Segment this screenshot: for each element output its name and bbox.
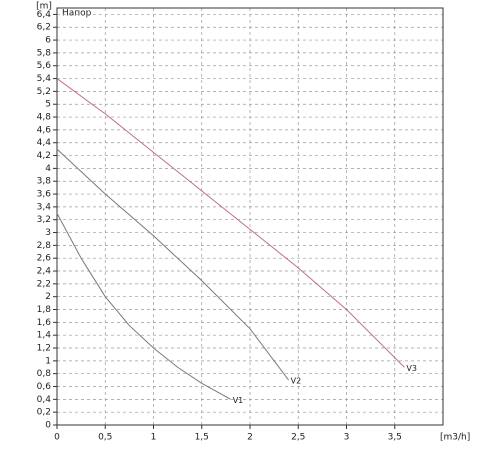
y-tick-label: 5,4 <box>37 74 52 84</box>
legend-label: V3 <box>406 364 417 373</box>
y-tick-label: 0,8 <box>37 369 52 379</box>
plot-frame <box>56 7 444 426</box>
y-tick-label: 6,2 <box>37 23 51 33</box>
curve <box>56 148 289 381</box>
y-tick-label: 3,6 <box>37 190 52 200</box>
x-tick-label: 3,5 <box>388 433 402 443</box>
y-tick-label: 5,8 <box>37 48 52 58</box>
y-tick-label: 3,2 <box>37 215 51 225</box>
y-tick-label: 4,4 <box>37 138 52 148</box>
legend-label: V1 <box>233 396 244 405</box>
legend-label: V2 <box>291 377 302 386</box>
y-tick-label: 4,8 <box>37 113 52 123</box>
y-tick-label: 0,4 <box>37 395 52 405</box>
y-tick-label: 2,2 <box>37 279 51 289</box>
y-tick-label: 5,6 <box>37 61 52 71</box>
x-tick-label: 3 <box>344 433 350 443</box>
y-tick-label: 2,6 <box>37 254 52 264</box>
y-axis-label: [m] <box>36 2 52 12</box>
y-tick-label: 0,2 <box>37 408 51 418</box>
y-tick-label: 6 <box>45 36 51 46</box>
y-tick-label: 2 <box>45 292 51 302</box>
x-tick-label: 2 <box>247 433 253 443</box>
y-tick-label: 4 <box>45 164 51 174</box>
x-tick-label: 0,5 <box>98 433 112 443</box>
x-tick-label: 2,5 <box>291 433 305 443</box>
y-tick-label: 1,4 <box>37 331 52 341</box>
x-axis-label: [m3/h] <box>440 433 470 443</box>
y-tick-label: 4,2 <box>37 151 51 161</box>
y-tick-label: 1 <box>45 356 51 366</box>
y-tick-label: 2,4 <box>37 267 52 277</box>
y-tick-label: 4,6 <box>37 125 52 135</box>
x-tick-label: 0 <box>54 433 60 443</box>
y-tick-label: 1,8 <box>37 305 52 315</box>
y-tick-label: 0 <box>45 421 51 431</box>
y-tick-label: 1,2 <box>37 344 51 354</box>
y-tick-label: 2,8 <box>37 241 52 251</box>
y-tick-label: 5 <box>45 100 51 110</box>
y-tick-label: 3,8 <box>37 177 52 187</box>
y-tick-label: 3,4 <box>37 202 52 212</box>
x-tick-label: 1,5 <box>195 433 209 443</box>
y-tick-label: 6,4 <box>37 10 52 20</box>
chart-title: Напор <box>62 9 92 19</box>
y-tick-label: 3 <box>45 228 51 238</box>
curve <box>56 78 405 368</box>
y-tick-label: 1,6 <box>37 318 52 328</box>
y-tick-label: 5,2 <box>37 87 51 97</box>
curve <box>56 213 231 400</box>
x-tick-label: 1 <box>151 433 157 443</box>
y-tick-label: 0,6 <box>37 382 52 392</box>
